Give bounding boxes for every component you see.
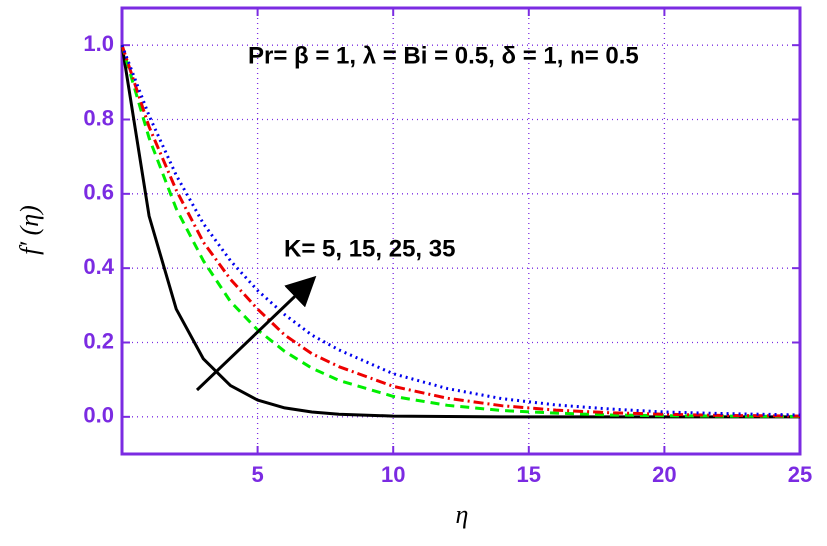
plot-frame [120,6,802,456]
x-tick-label: 15 [517,462,541,487]
annotation: Pr= β = 1, λ = Bi = 0.5, δ = 1, n= 0.5 [248,42,639,69]
arrow [195,275,317,392]
x-tick-label: 10 [381,462,405,487]
x-tick-label: 20 [652,462,676,487]
y-tick-label: 0.0 [83,403,114,428]
line [120,44,800,419]
line [120,44,801,417]
y-tick-label: 0.4 [83,254,114,279]
y-tick-label: 1.0 [83,31,114,56]
x-tick-label: 5 [251,462,263,487]
x-tick-label: 25 [788,462,812,487]
y-axis-label: f′ (η) [15,205,44,255]
line [120,44,801,418]
x-axis-label: η [456,500,469,529]
line [120,44,801,418]
annotation: K= 5, 15, 25, 35 [284,235,455,262]
y-tick-label: 0.2 [83,328,114,353]
y-tick-label: 0.8 [83,105,114,130]
y-tick-label: 0.6 [83,180,114,205]
